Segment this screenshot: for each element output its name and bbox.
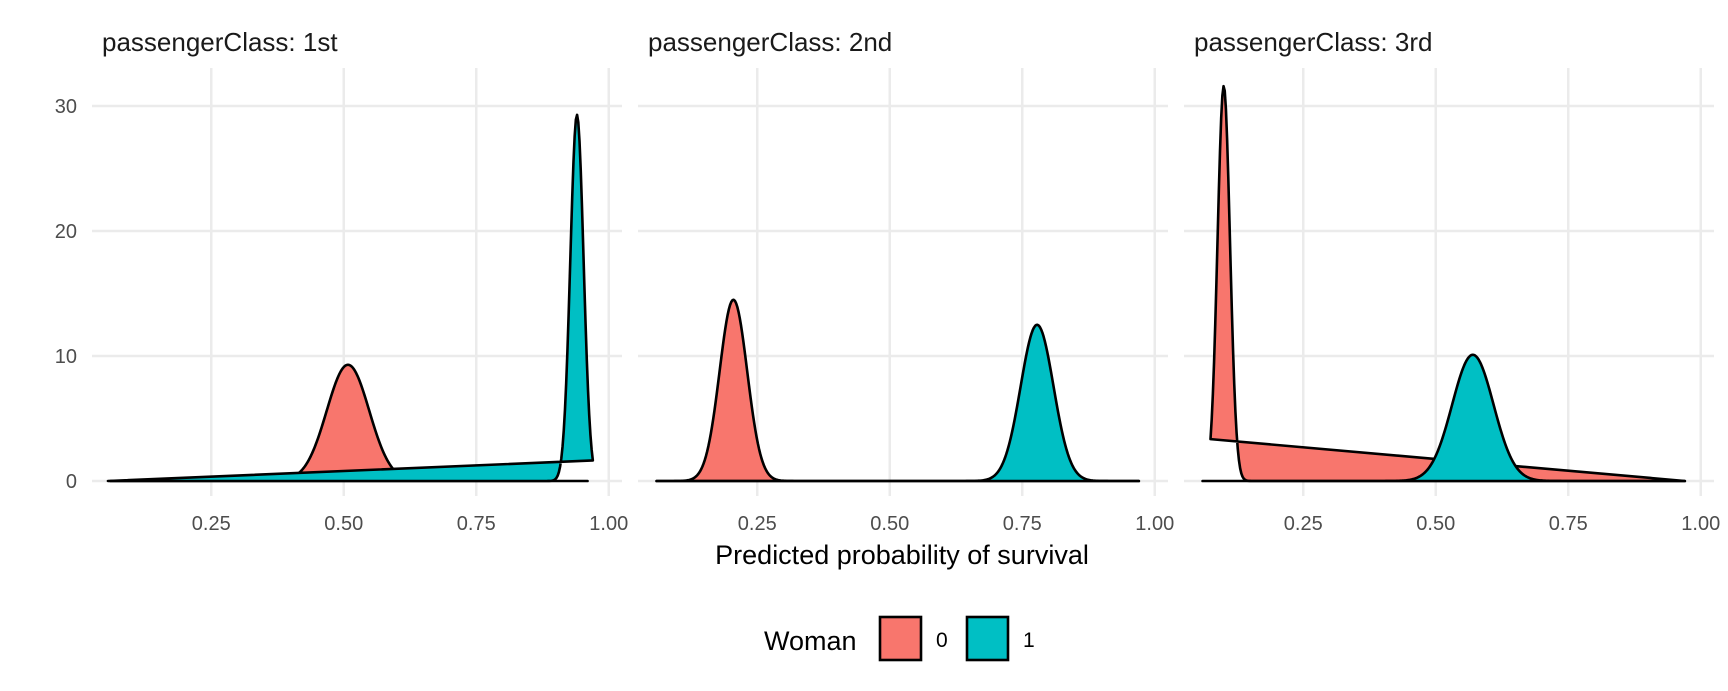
legend-key-1 [965, 615, 1010, 662]
x-tick-label: 0.75 [1549, 513, 1588, 535]
x-axis-title: Predicted probability of survival [715, 540, 1089, 570]
density-curve-woman-1 [1201, 353, 1687, 483]
density-curve-woman-1 [106, 113, 595, 483]
x-tick-label: 0.75 [457, 513, 496, 535]
y-tick-label: 0 [66, 471, 77, 493]
y-tick-label: 20 [55, 221, 77, 243]
density-curve-woman-1 [655, 323, 1141, 483]
legend-title: Woman [764, 626, 857, 656]
legend-label: 0 [936, 629, 948, 652]
x-tick-label: 0.25 [1284, 513, 1323, 535]
legend-key-0 [878, 615, 923, 662]
facet-title: passengerClass: 1st [102, 27, 338, 57]
x-tick-label: 1.00 [1681, 513, 1720, 535]
y-tick-label: 10 [55, 346, 77, 368]
y-tick-label: 30 [55, 96, 77, 118]
x-tick-label: 0.50 [324, 513, 363, 535]
x-tick-label: 1.00 [589, 513, 628, 535]
facet-title: passengerClass: 2nd [648, 27, 892, 57]
legend-label: 1 [1023, 629, 1035, 652]
x-tick-label: 0.25 [192, 513, 231, 535]
x-tick-label: 0.25 [738, 513, 777, 535]
facet-title: passengerClass: 3rd [1194, 27, 1432, 57]
x-tick-label: 0.50 [1416, 513, 1455, 535]
x-tick-label: 0.75 [1003, 513, 1042, 535]
x-tick-label: 0.50 [870, 513, 909, 535]
x-tick-label: 1.00 [1135, 513, 1174, 535]
